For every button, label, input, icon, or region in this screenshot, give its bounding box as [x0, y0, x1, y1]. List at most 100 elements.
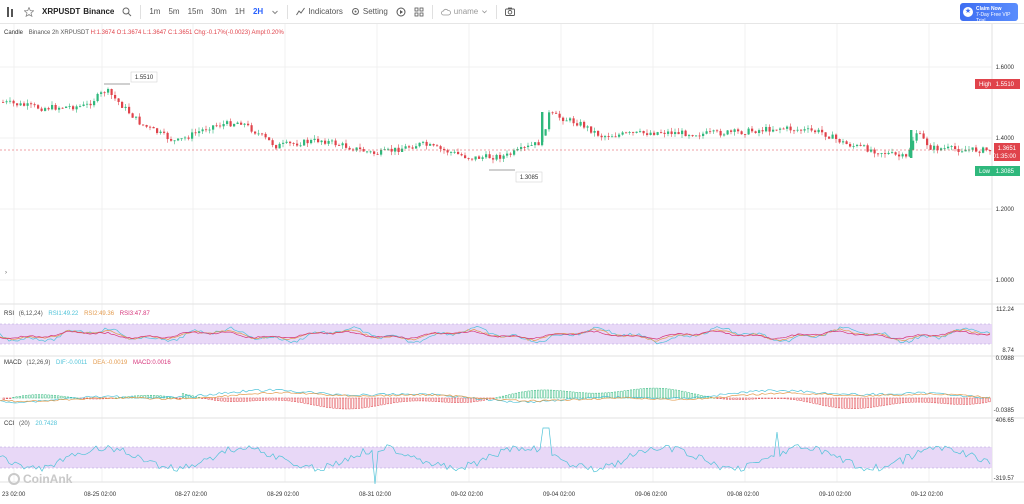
candle-body — [684, 130, 687, 137]
macd-histogram-bar — [255, 397, 258, 401]
candle-body — [845, 141, 848, 145]
candle-body — [390, 148, 393, 152]
setting-button[interactable]: Setting — [347, 0, 392, 24]
timeframe-15m[interactable]: 15m — [187, 7, 204, 16]
chart-canvas[interactable]: 1.6000 1.4000 1.2000 1.0000 1.5510 1.3085 High… — [0, 24, 1024, 504]
macd-histogram-bar — [706, 396, 709, 399]
chevron-down-icon[interactable] — [267, 0, 283, 24]
camera-icon[interactable] — [501, 0, 519, 24]
timeframe-2h[interactable]: 2H — [252, 7, 264, 16]
favorite-star-icon[interactable] — [20, 0, 38, 24]
candle-body — [355, 147, 358, 151]
vip-trial-banner[interactable]: ★ Claim Now 7-Day Free VIP Trial — [960, 3, 1018, 24]
candle-body — [572, 118, 575, 124]
macd-histogram-bar — [716, 397, 719, 399]
candle-body — [345, 143, 348, 148]
candle-body — [723, 134, 726, 136]
candle-body — [922, 133, 925, 139]
macd-histogram-bar — [588, 392, 591, 399]
candle-body — [467, 158, 470, 159]
indicators-button[interactable]: Indicators — [292, 0, 347, 24]
macd-histogram-bar — [409, 397, 412, 402]
macd-histogram-bar — [229, 397, 233, 402]
candle-body — [698, 135, 701, 137]
high-value: H:1.3674 — [90, 30, 115, 36]
macd-histogram-bar — [233, 397, 236, 402]
macd-histogram-bar — [645, 388, 649, 399]
timeframe-1h[interactable]: 1H — [234, 7, 245, 16]
candle-body — [107, 88, 110, 93]
macd-histogram-bar — [412, 397, 415, 402]
timeframe-30m[interactable]: 30m — [211, 7, 227, 16]
candle-body — [754, 131, 757, 133]
candle-body — [450, 152, 453, 153]
macd-histogram-bar — [965, 397, 969, 405]
candle-body — [831, 134, 834, 139]
menu-icon[interactable] — [0, 0, 20, 24]
macd-histogram-bar — [626, 390, 629, 399]
chart-area[interactable]: 1.6000 1.4000 1.2000 1.0000 1.5510 1.3085 High… — [0, 24, 1024, 504]
macd-histogram-bar — [271, 397, 274, 401]
macd-histogram-bar — [594, 392, 597, 399]
macd-histogram-bar — [562, 390, 565, 399]
candle-body — [779, 128, 782, 130]
gear-icon — [351, 8, 359, 15]
gift-icon: ★ — [963, 7, 973, 17]
candle-body — [275, 145, 278, 149]
candle-body — [61, 107, 64, 109]
candle-body — [194, 132, 197, 134]
candle-body — [751, 128, 754, 132]
macd-histogram-bar — [226, 397, 229, 402]
cci-axis-bottom: -319.57 — [994, 476, 1015, 482]
candle-body — [110, 88, 113, 95]
macd-histogram-bar — [869, 397, 873, 408]
macd-histogram-bar — [623, 390, 626, 399]
symbol-selector[interactable]: XRPUSDT Binance — [38, 0, 118, 24]
candle-body — [229, 121, 232, 127]
candle-body — [894, 152, 897, 155]
candle-body — [54, 104, 57, 110]
low-tag — [975, 166, 1020, 176]
candle-body — [138, 116, 141, 125]
replay-icon[interactable] — [392, 0, 410, 24]
indicators-icon — [296, 7, 306, 16]
candle-body — [555, 112, 558, 114]
macd-histogram-bar — [761, 397, 764, 399]
candle-body — [5, 101, 8, 103]
macd-histogram-bar — [402, 397, 405, 402]
candle-body — [296, 143, 299, 146]
candle-body — [261, 133, 264, 135]
layout-grid-icon[interactable] — [410, 0, 428, 24]
candle-body — [33, 104, 36, 106]
user-selector[interactable]: uname — [437, 0, 492, 24]
timeframe-1m[interactable]: 1m — [149, 7, 161, 16]
macd-histogram-bar — [44, 394, 47, 399]
macd-histogram-bar — [978, 397, 981, 404]
timeframe-5m[interactable]: 5m — [168, 7, 180, 16]
candle-body — [733, 129, 736, 132]
candle-body — [677, 132, 680, 135]
candle-body — [569, 118, 572, 121]
macd-histogram-bar — [885, 397, 889, 406]
candle-body — [264, 133, 267, 138]
candle-body — [464, 155, 467, 159]
macd-histogram-bar — [41, 394, 44, 399]
macd-histogram-bar — [789, 397, 793, 400]
macd-histogram-bar — [415, 397, 418, 402]
macd-histogram-bar — [767, 397, 770, 399]
macd-histogram-bar — [444, 397, 447, 403]
cci-axis-top: 406.65 — [996, 418, 1015, 424]
candle-body — [177, 138, 180, 141]
macd-histogram-bar — [866, 397, 869, 408]
macd-histogram-bar — [533, 390, 537, 399]
macd-histogram-bar — [956, 397, 959, 405]
macd-histogram-bar — [501, 395, 505, 399]
macd-histogram-bar — [834, 397, 837, 408]
promo-line-1: Claim Now — [976, 6, 1002, 12]
macd-histogram-bar — [341, 397, 345, 410]
macd-histogram-bar — [655, 387, 658, 399]
candle-body — [124, 106, 127, 108]
search-icon[interactable] — [118, 0, 136, 24]
candle-body — [670, 131, 673, 135]
macd-histogram-bar — [937, 397, 940, 404]
